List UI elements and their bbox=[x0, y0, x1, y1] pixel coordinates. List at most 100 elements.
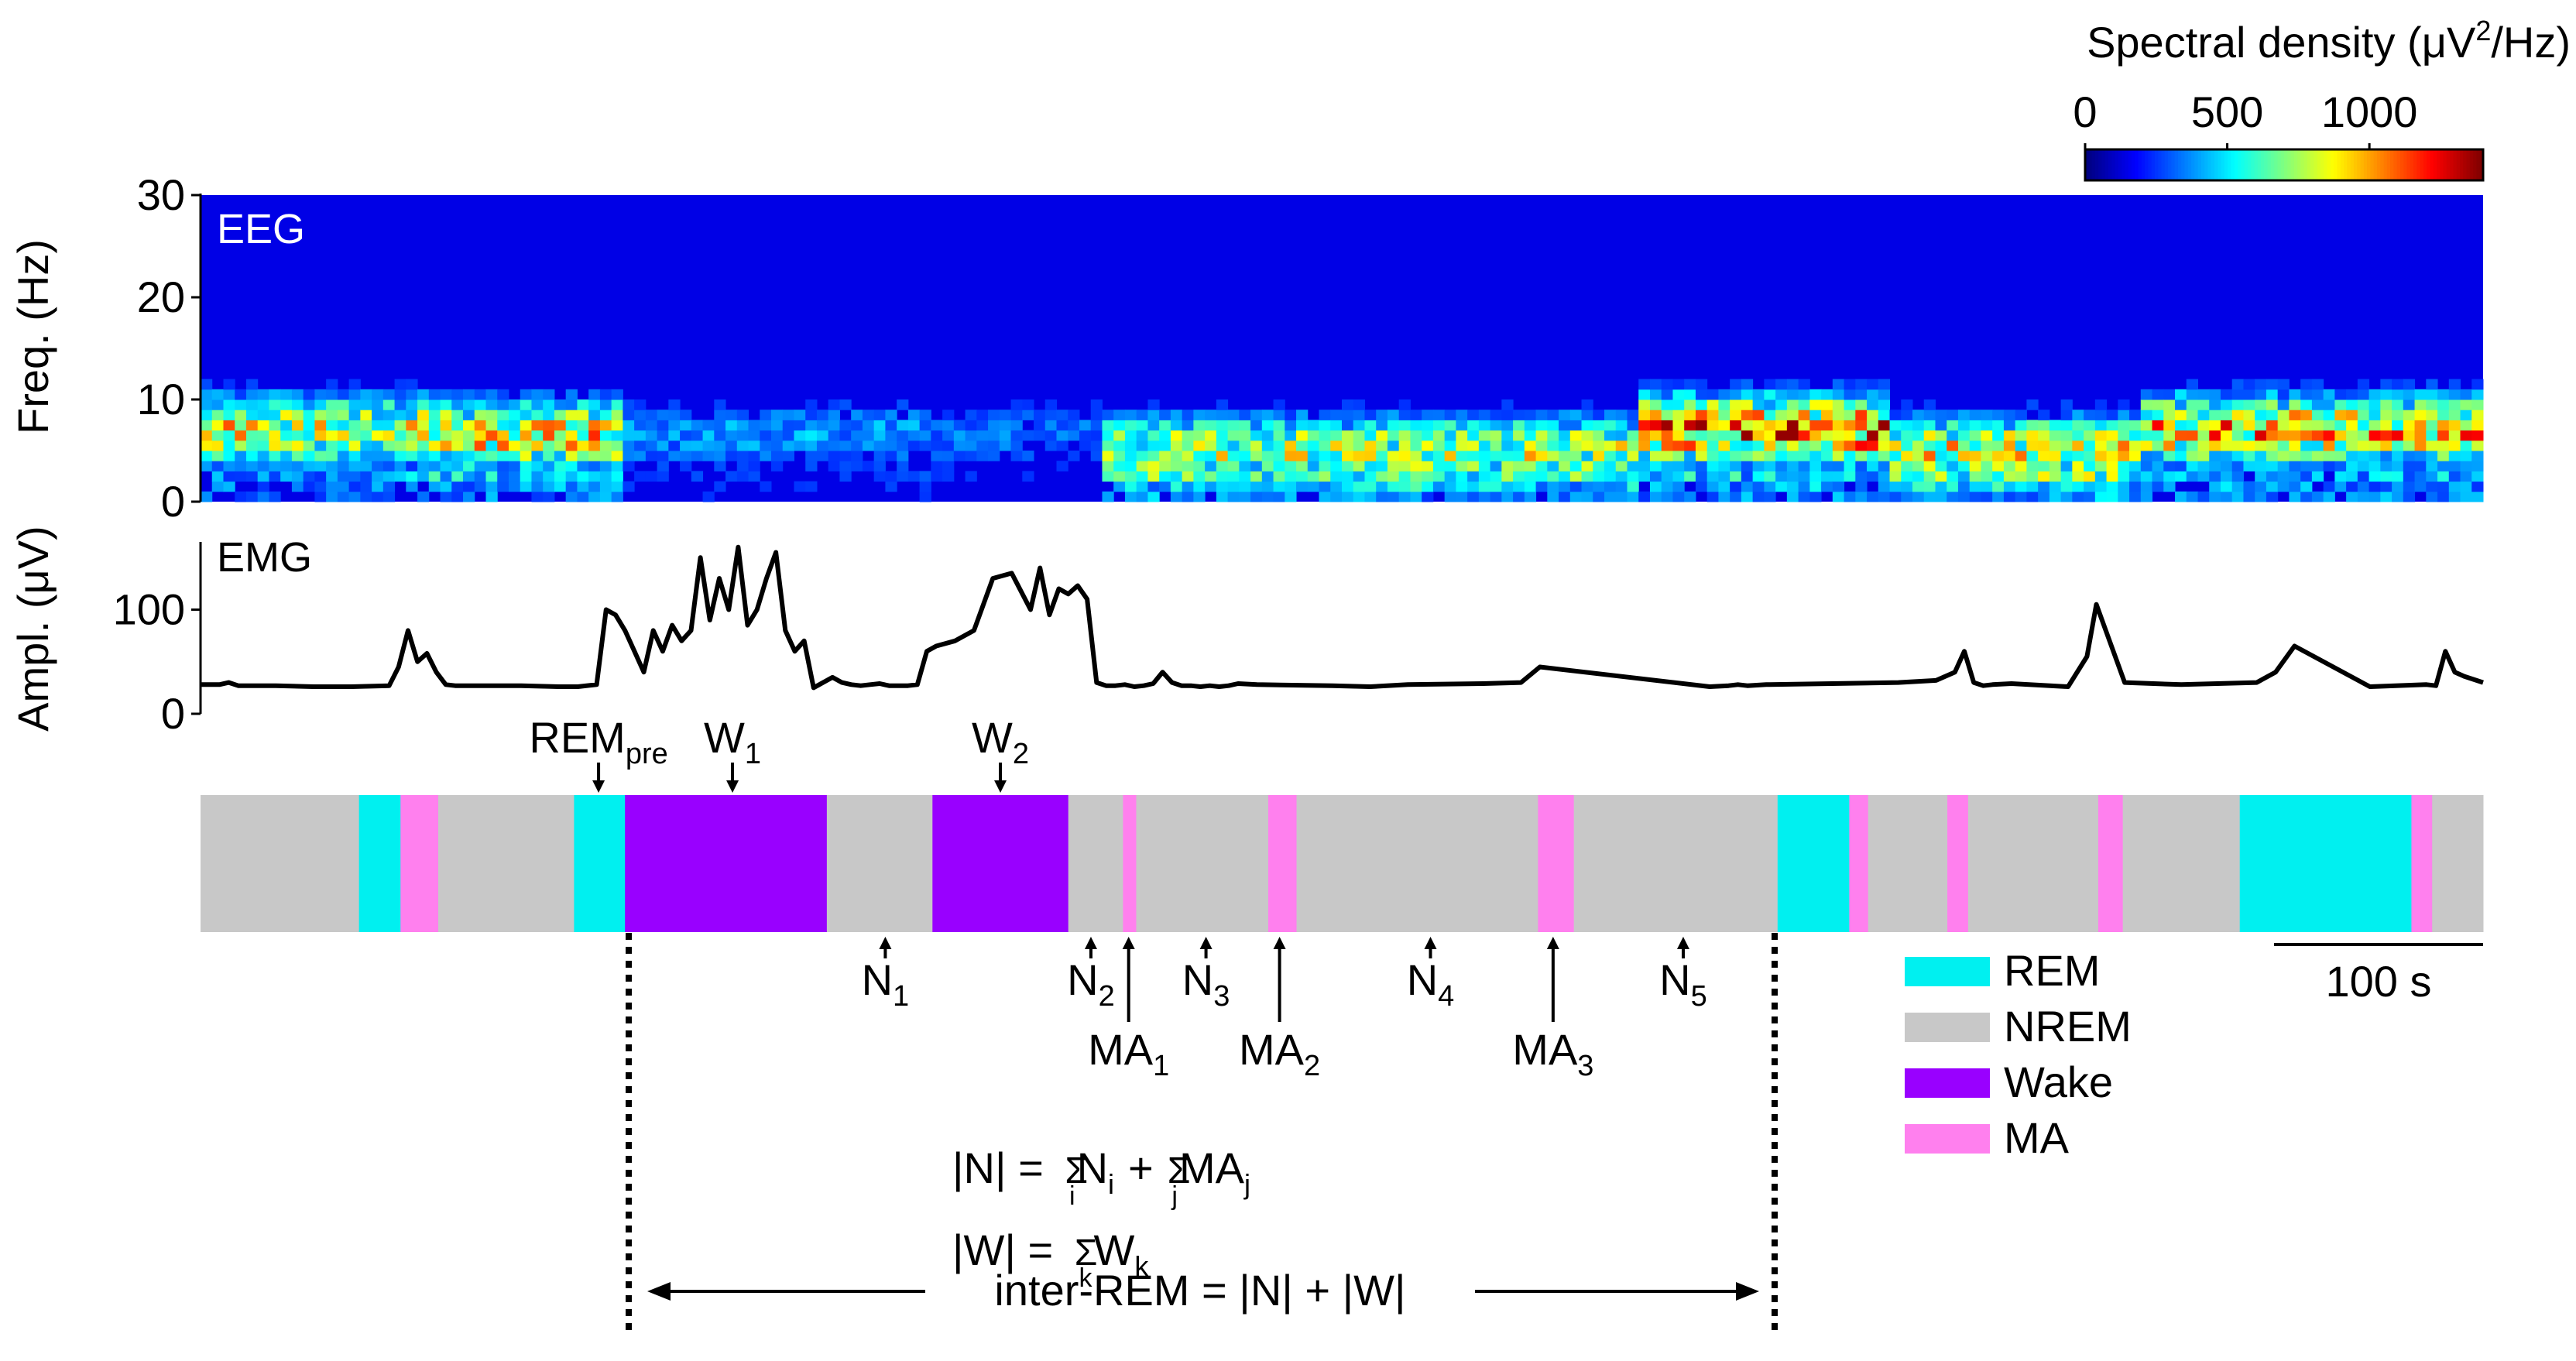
spectrogram-cell bbox=[1387, 481, 1400, 492]
spectrogram-cell bbox=[1867, 410, 1879, 420]
spectrogram-cell bbox=[1581, 461, 1593, 471]
spectrogram-cell bbox=[406, 461, 418, 471]
spectrogram-cell bbox=[1661, 471, 1673, 482]
colorbar-cell bbox=[2324, 149, 2328, 180]
spectrogram-cell bbox=[1387, 410, 1400, 420]
spectrogram-cell bbox=[1969, 471, 1981, 482]
spectrogram-cell bbox=[2300, 399, 2313, 410]
spectrogram-cell bbox=[2038, 461, 2050, 471]
spectrogram-cell bbox=[919, 481, 931, 492]
spectrogram-cell bbox=[1615, 471, 1628, 482]
spectrogram-cell bbox=[2152, 451, 2164, 461]
spectrogram-cell bbox=[417, 440, 430, 451]
spectrogram-cell bbox=[1296, 461, 1309, 471]
spectrogram-cell bbox=[1124, 481, 1137, 492]
spectrogram-cell bbox=[999, 420, 1012, 431]
spectrogram-cell bbox=[1456, 481, 1468, 492]
spectrogram-cell bbox=[1490, 430, 1502, 441]
spectrogram-cell bbox=[1718, 410, 1730, 420]
spectrogram-cell bbox=[497, 461, 509, 471]
spectrogram-cell bbox=[1261, 471, 1274, 482]
spectrogram-cell bbox=[1273, 461, 1285, 471]
spectrogram-cell bbox=[1706, 491, 1719, 502]
spectrogram-cell bbox=[1947, 461, 1959, 471]
spectrogram-cell bbox=[508, 410, 521, 420]
hypnogram-segment-rem bbox=[2239, 795, 2412, 932]
spectrogram-cell bbox=[326, 491, 338, 502]
spectrogram-cell bbox=[382, 420, 396, 431]
spectrogram-cell bbox=[382, 389, 396, 400]
arrowhead-icon bbox=[726, 780, 739, 793]
spectrogram-cell bbox=[360, 491, 372, 502]
spectrogram-cell bbox=[851, 440, 863, 451]
spectrogram-cell bbox=[1821, 461, 1833, 471]
colorbar-cell bbox=[2437, 149, 2441, 180]
spectrogram-cell bbox=[1764, 440, 1776, 451]
spectrogram-cell bbox=[1422, 420, 1434, 431]
spectrogram-cell bbox=[1113, 461, 1126, 471]
spectrogram-cell bbox=[873, 461, 886, 471]
spectrogram-cell bbox=[2003, 471, 2016, 482]
spectrogram-cell bbox=[2414, 410, 2427, 420]
spectrogram-cell bbox=[2277, 430, 2290, 441]
spectrogram-cell bbox=[565, 410, 578, 420]
spectrogram-cell bbox=[223, 461, 235, 471]
spectrogram-cell bbox=[2094, 440, 2108, 451]
spectrogram-cell bbox=[1307, 440, 1320, 451]
spectrogram-cell bbox=[1706, 430, 1719, 441]
spectrogram-cell bbox=[2129, 420, 2142, 431]
spectrogram-cell bbox=[1182, 451, 1194, 461]
spectrogram-cell bbox=[1775, 471, 1788, 482]
hypnogram-segment-ma bbox=[1849, 795, 1869, 932]
spectrogram-cell bbox=[428, 451, 441, 461]
spectrogram-cell bbox=[1239, 440, 1251, 451]
spectrogram-cell bbox=[1467, 491, 1480, 502]
spectrogram-cell bbox=[1923, 491, 1936, 502]
spectrogram-cell bbox=[1068, 410, 1080, 420]
spectrogram-cell bbox=[805, 430, 818, 441]
spectrogram-cell bbox=[2129, 451, 2142, 461]
spectrogram-cell bbox=[1330, 481, 1343, 492]
spectrogram-cell bbox=[2460, 471, 2472, 482]
spectrogram-cell bbox=[1581, 491, 1593, 502]
spectrogram-cell bbox=[1319, 440, 1331, 451]
spectrogram-cell bbox=[1969, 440, 1981, 451]
spectrogram-cell bbox=[2448, 481, 2461, 492]
spectrogram-cell bbox=[2140, 430, 2153, 441]
spectrogram-cell bbox=[736, 420, 749, 431]
spectrogram-cell bbox=[1661, 420, 1673, 431]
spectrogram-cell bbox=[1821, 471, 1833, 482]
spectrogram-cell bbox=[2426, 410, 2438, 420]
spectrogram-cell bbox=[760, 430, 772, 441]
spectrogram-cell bbox=[2311, 440, 2324, 451]
spectrogram-cell bbox=[885, 451, 897, 461]
spectrogram-cell bbox=[1730, 451, 1742, 461]
colorbar-cell bbox=[2337, 149, 2341, 180]
spectrogram-cell bbox=[1205, 420, 1217, 431]
spectrogram-cell bbox=[474, 420, 486, 431]
spectrogram-cell bbox=[1684, 399, 1696, 410]
spectrogram-cell bbox=[2118, 461, 2130, 471]
spectrogram-cell bbox=[668, 440, 681, 451]
spectrogram-cell bbox=[1844, 471, 1856, 482]
spectrogram-cell bbox=[1398, 461, 1411, 471]
spectrogram-cell bbox=[1878, 399, 1891, 410]
spectrogram-cell bbox=[873, 420, 886, 431]
spectrogram-cell bbox=[463, 399, 475, 410]
spectrogram-cell bbox=[428, 420, 441, 431]
spectrogram-cell bbox=[2209, 389, 2221, 400]
spectrogram-cell bbox=[965, 430, 977, 441]
spectrogram-cell bbox=[2368, 399, 2381, 410]
spectrogram-cell bbox=[1547, 410, 1559, 420]
spectrogram-cell bbox=[1855, 451, 1868, 461]
spectrogram-cell bbox=[1741, 451, 1754, 461]
spectrogram-cell bbox=[599, 481, 612, 492]
spectrogram-cell bbox=[873, 471, 886, 482]
spectrogram-cell bbox=[805, 440, 818, 451]
spectrogram-cell bbox=[828, 410, 840, 420]
spectrogram-cell bbox=[725, 440, 738, 451]
spectrogram-cell bbox=[1706, 410, 1719, 420]
spectrogram-cell bbox=[1513, 451, 1525, 461]
spectrogram-cell bbox=[2266, 491, 2279, 502]
